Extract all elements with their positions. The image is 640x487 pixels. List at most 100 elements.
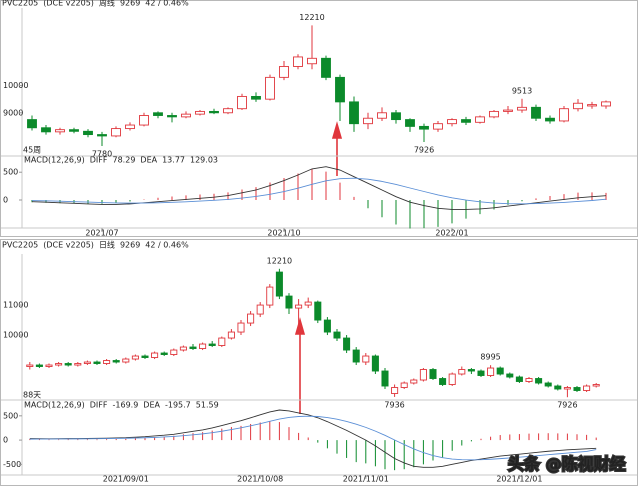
candle-body [167, 115, 177, 118]
weekly-arrow [331, 121, 343, 176]
candle-body [223, 108, 233, 114]
candle-body [573, 102, 583, 110]
candle-body [323, 319, 331, 333]
candle-body [587, 104, 597, 107]
x-tick-label: 2021/09/01 [103, 475, 149, 484]
candle-body [419, 369, 427, 381]
macd-value: 129.03 [190, 156, 218, 165]
dea-line [31, 177, 607, 205]
candle-body [433, 123, 443, 130]
candle-body [381, 370, 389, 387]
candle-body [448, 373, 456, 385]
diff-value: -169.9 [113, 401, 139, 410]
macd-y-tick-label: 500 [3, 168, 18, 177]
x-tick-label: 2022/01 [435, 229, 468, 238]
candle-body [139, 115, 149, 126]
price-annotation: 9513 [512, 86, 532, 95]
price-annotation: 12210 [267, 256, 292, 265]
candle-body [525, 378, 533, 382]
candle-body [503, 109, 513, 112]
candle-body [69, 129, 79, 132]
macd-y-tick-label: 0 [3, 436, 8, 445]
candle-body [195, 110, 205, 115]
watermark: 头条 @陈视财经 [508, 455, 626, 474]
candle-body [377, 112, 387, 119]
candle-body [496, 367, 504, 375]
candle-body [458, 369, 466, 375]
candle-body [247, 313, 255, 324]
candle-body [487, 367, 495, 376]
candle-body [97, 134, 107, 137]
candle-body [41, 127, 51, 133]
candle-body [391, 112, 401, 121]
candle-body [237, 95, 247, 110]
bar-count: 88天 [23, 391, 41, 400]
diff-line [31, 166, 607, 210]
dea-value: -195.7 [165, 401, 191, 410]
candle-body [26, 364, 34, 367]
candle-body [307, 57, 317, 65]
candle-body [352, 349, 360, 363]
last-price: 9269 [120, 0, 140, 8]
candle-body [583, 385, 591, 391]
candle-body [293, 56, 303, 67]
candle-body [181, 113, 191, 118]
candle-body [265, 76, 275, 100]
daily-arrow [294, 317, 306, 414]
candle-body [189, 346, 197, 349]
candle-body [429, 369, 437, 379]
candle-body [592, 384, 600, 387]
candle-body [515, 376, 523, 382]
dea-value: 13.77 [162, 156, 185, 165]
candle-body [531, 106, 541, 119]
macd-value: 51.59 [196, 401, 219, 410]
y-tick-label: 9000 [3, 108, 23, 117]
candle-body [573, 387, 581, 391]
dea-name: DEA [140, 156, 157, 165]
candle-body [256, 304, 264, 315]
candle-body [209, 110, 219, 114]
candle-body [55, 129, 65, 133]
candle-body [363, 117, 373, 125]
exchange: (DCE v2205) [43, 0, 94, 8]
candle-body [93, 361, 101, 364]
candle-body [601, 101, 611, 107]
candle-body [151, 352, 159, 358]
period: 日线 [99, 240, 115, 250]
price-annotation: 7936 [384, 400, 404, 409]
change: 42 / 0.46% [145, 241, 189, 250]
candle-body [506, 373, 514, 378]
last-price: 9269 [120, 241, 140, 250]
candle-body [125, 124, 135, 130]
daily-panel-frame [0, 239, 638, 486]
candle-body [419, 125, 429, 130]
candle-body [535, 378, 543, 384]
candle-body [314, 301, 322, 321]
y-tick-label: 11000 [3, 301, 28, 310]
candle-body [111, 128, 121, 137]
candle-body [55, 363, 63, 366]
candle-body [275, 271, 283, 297]
diff-name: DIFF [90, 156, 108, 165]
exchange: (DCE v2205) [43, 241, 94, 250]
candle-body [83, 130, 93, 136]
symbol: PVC2205 [2, 0, 38, 8]
candle-body [400, 382, 408, 388]
price-annotation: 8995 [480, 353, 500, 362]
candle-body [35, 364, 43, 367]
candle-body [122, 358, 130, 363]
candle-body [304, 301, 312, 306]
candle-body [141, 355, 149, 358]
candle-body [237, 322, 245, 333]
macd-y-tick-label: -500 [3, 460, 21, 469]
candle-body [335, 76, 345, 103]
candle-body [405, 119, 415, 127]
candle-body [410, 379, 418, 384]
candle-body [170, 349, 178, 355]
dea-name: DEA [143, 401, 160, 410]
candle-body [343, 337, 351, 351]
candle-body [74, 363, 82, 366]
candle-body [349, 101, 359, 125]
